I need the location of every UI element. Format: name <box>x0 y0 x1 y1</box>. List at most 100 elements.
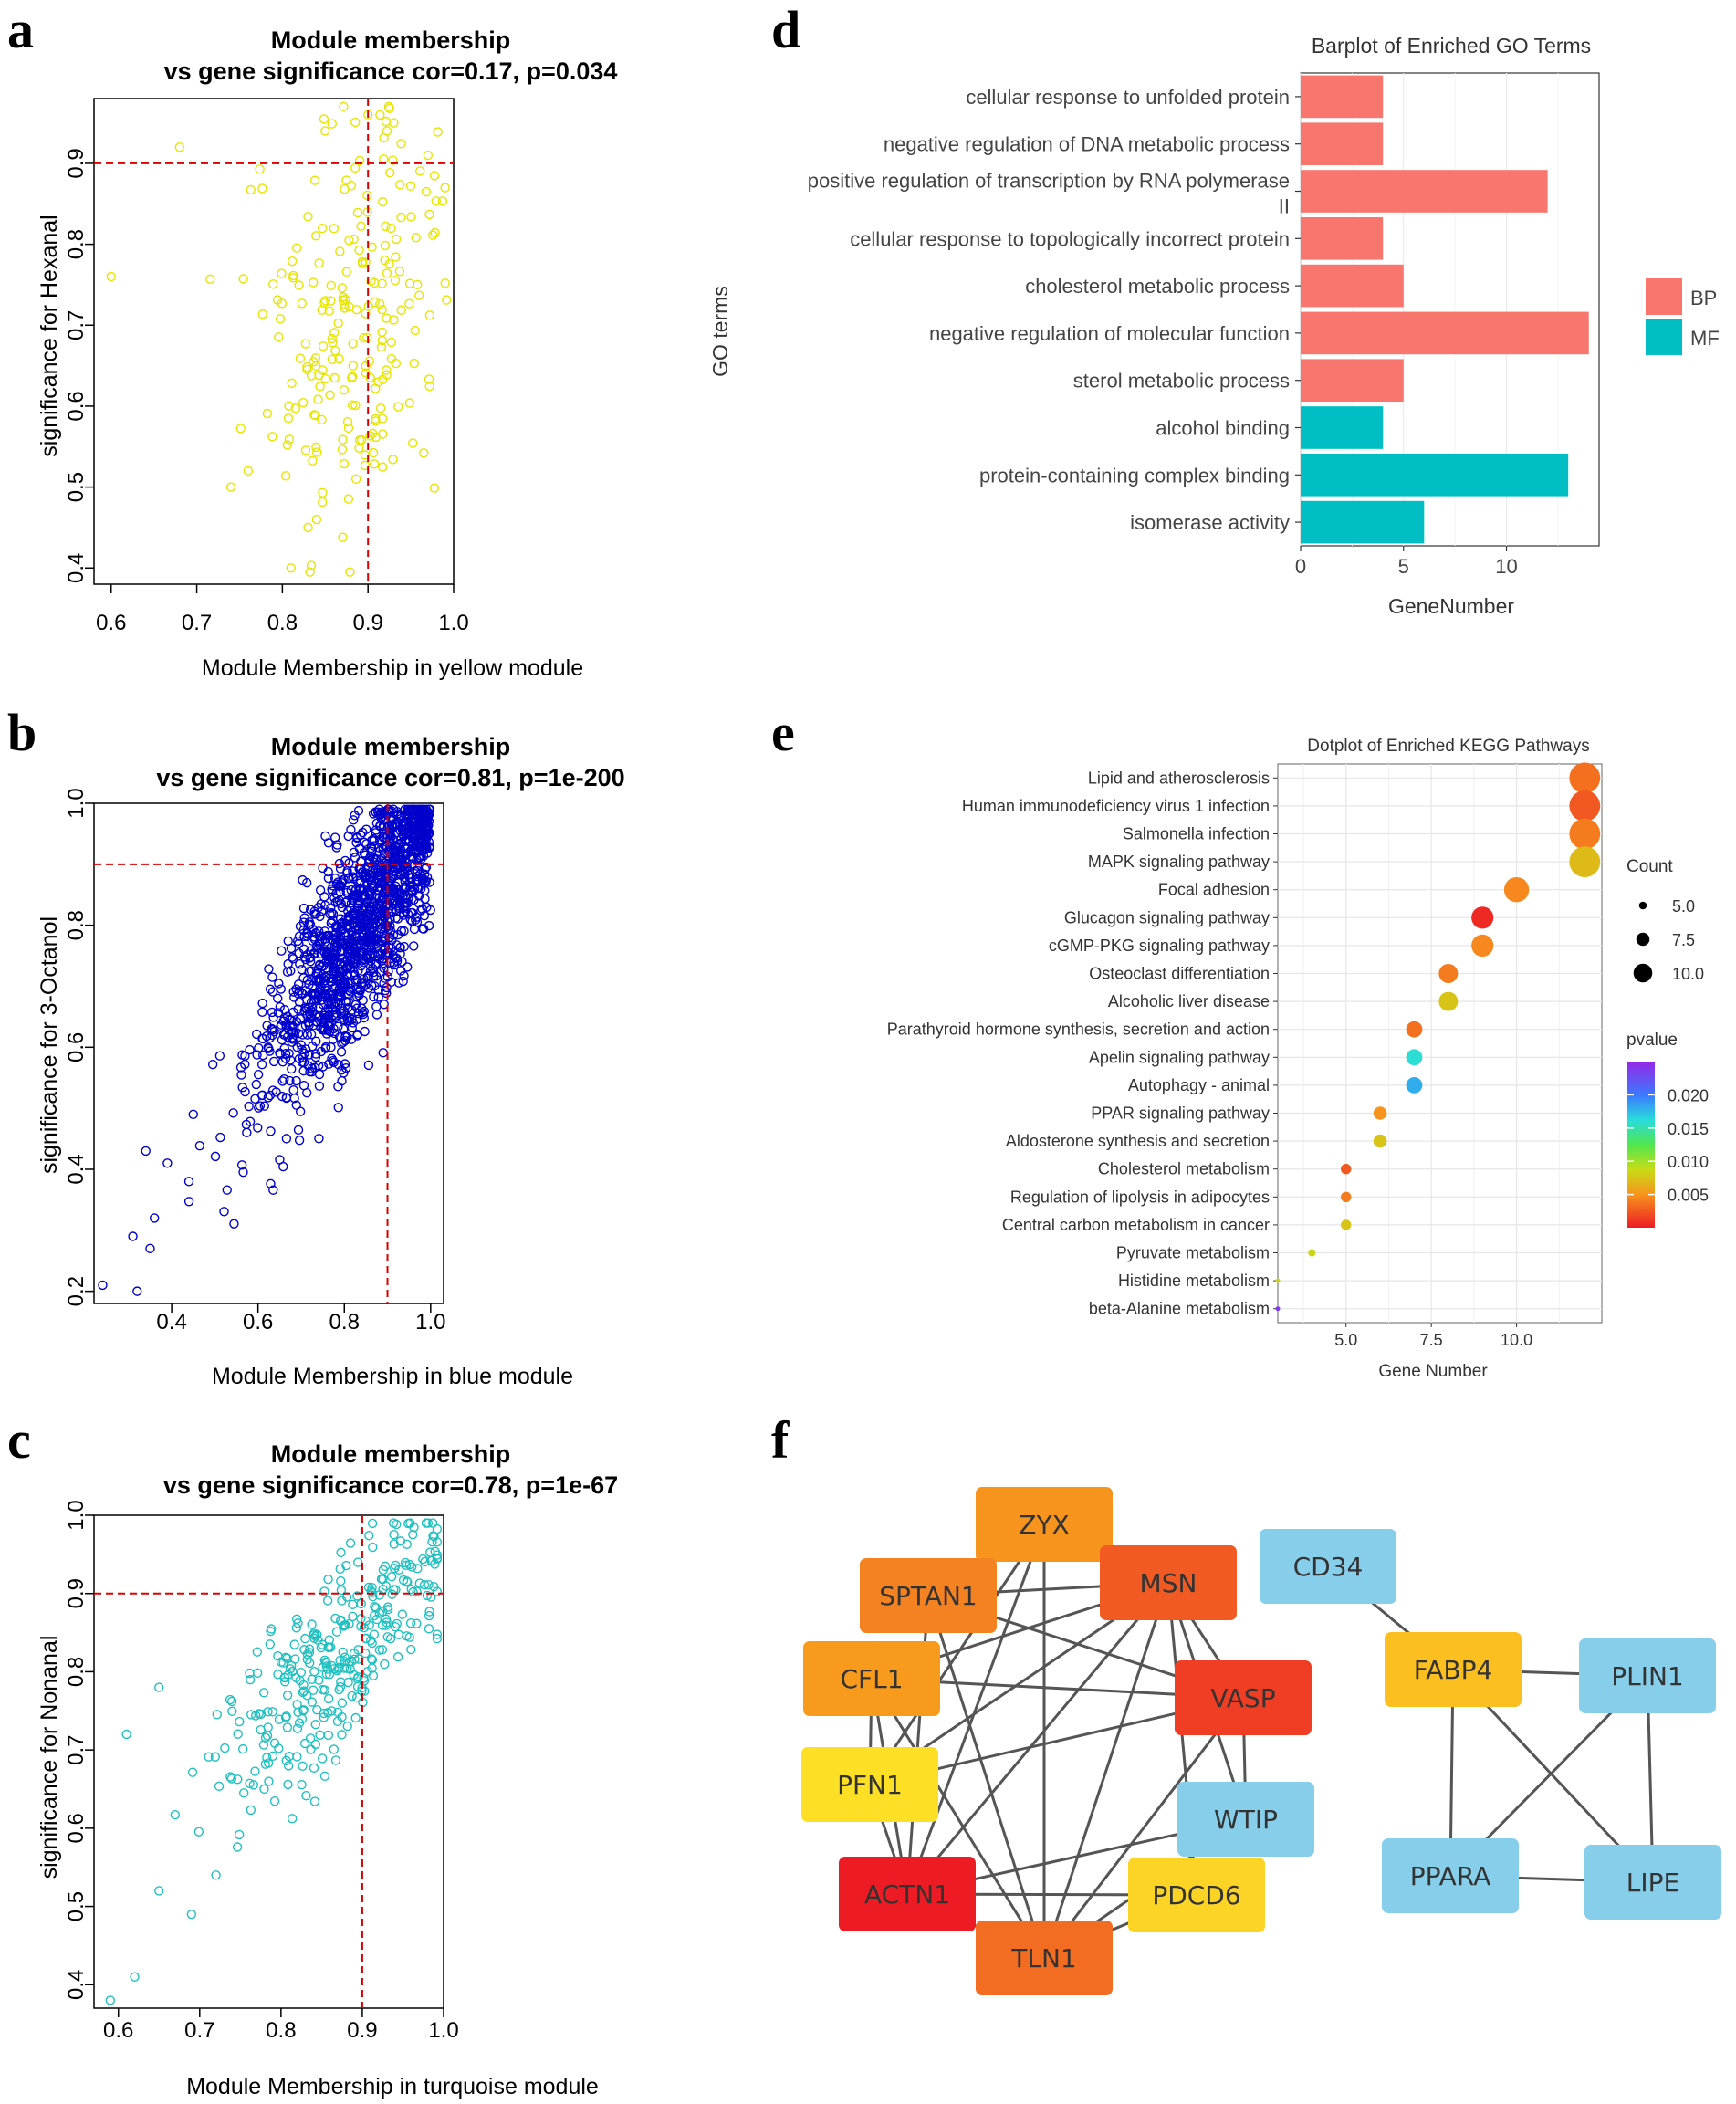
data-point <box>418 1554 428 1565</box>
data-point <box>414 838 424 849</box>
y-tick-label: 0.7 <box>64 310 89 340</box>
node-lipe: LIPE <box>1584 1845 1721 1920</box>
data-point <box>408 1586 418 1597</box>
node-label: FABP4 <box>1414 1655 1493 1685</box>
data-point <box>336 1585 347 1596</box>
y-tick-label: 0.8 <box>64 229 89 259</box>
data-point <box>193 1827 204 1837</box>
data-point <box>320 1657 330 1668</box>
data-point <box>406 1562 417 1572</box>
data-point <box>315 1730 325 1741</box>
data-point <box>382 268 392 278</box>
data-point <box>401 843 411 853</box>
go-title: Barplot of Enriched GO Terms <box>1312 34 1591 58</box>
data-point <box>339 874 349 885</box>
data-point <box>354 435 365 445</box>
kegg-pathway-label: Pyruvate metabolism <box>1116 1244 1270 1262</box>
colorbar-tick-label: 0.010 <box>1668 1153 1709 1171</box>
data-point <box>309 1796 320 1806</box>
kegg-pathway-label: Histidine metabolism <box>1118 1272 1270 1290</box>
data-point <box>207 1059 218 1070</box>
data-point <box>307 1619 317 1629</box>
data-point <box>340 1062 351 1073</box>
data-point <box>351 305 361 315</box>
data-point <box>229 1219 239 1229</box>
data-point <box>323 1574 333 1585</box>
data-point <box>327 354 337 365</box>
data-point <box>267 987 278 997</box>
data-point <box>424 1607 434 1617</box>
data-point <box>394 860 404 871</box>
data-point <box>339 1006 349 1016</box>
data-point <box>265 1639 275 1649</box>
data-point <box>421 1518 432 1528</box>
kegg-xlabel: Gene Number <box>1378 1362 1488 1381</box>
data-point <box>356 1598 366 1609</box>
data-point <box>382 126 392 136</box>
data-point <box>370 1601 380 1612</box>
data-point <box>377 278 387 288</box>
y-tick-label: 0.9 <box>64 148 89 178</box>
data-point <box>342 1721 352 1732</box>
data-point <box>300 1633 310 1644</box>
data-point <box>323 1730 334 1741</box>
panel-label-c: c <box>7 1410 31 1470</box>
data-point <box>348 958 358 968</box>
data-point <box>347 372 358 382</box>
data-point <box>365 431 375 441</box>
data-point <box>297 1044 307 1055</box>
data-point <box>311 361 321 372</box>
data-point <box>349 847 360 858</box>
data-point <box>310 1739 321 1750</box>
data-point <box>277 1057 288 1067</box>
data-point <box>280 1677 290 1687</box>
node-box <box>1128 1858 1265 1932</box>
data-point <box>294 997 305 1007</box>
data-point <box>336 898 346 909</box>
data-point <box>357 1003 367 1013</box>
data-point <box>416 905 426 916</box>
data-point <box>345 1538 356 1548</box>
node-label: PLIN1 <box>1611 1661 1684 1691</box>
kegg-dot <box>1373 1134 1387 1148</box>
data-point <box>307 1674 317 1685</box>
data-point <box>341 885 352 896</box>
data-point <box>420 1556 430 1567</box>
data-point <box>378 196 388 207</box>
data-point <box>336 1615 346 1626</box>
data-point <box>245 1674 256 1685</box>
node-cd34: CD34 <box>1260 1529 1396 1604</box>
data-point <box>154 1886 164 1896</box>
node-box <box>1100 1545 1237 1620</box>
data-point <box>291 1623 301 1633</box>
data-point <box>424 1624 434 1634</box>
data-point <box>338 292 349 302</box>
plot-frame <box>93 1514 444 2009</box>
data-point <box>401 1560 412 1571</box>
node-box <box>1579 1638 1716 1713</box>
data-point <box>336 1677 346 1687</box>
data-point <box>188 1109 198 1120</box>
data-point <box>416 884 426 894</box>
data-point <box>285 1075 295 1086</box>
data-point <box>377 327 387 338</box>
data-point <box>225 482 236 492</box>
data-point <box>280 1049 291 1059</box>
data-point <box>267 432 277 442</box>
data-point <box>267 972 277 982</box>
data-point <box>386 337 396 348</box>
scatter-panel-b: Module membership vs gene significance c… <box>37 733 625 1389</box>
data-point <box>307 1067 317 1077</box>
count-legend-label: 10.0 <box>1672 965 1704 983</box>
data-point <box>336 1047 347 1057</box>
data-point <box>371 854 382 864</box>
data-point <box>309 1763 319 1774</box>
data-point <box>377 1645 388 1655</box>
data-point <box>348 1599 358 1610</box>
kegg-dot <box>1308 1249 1316 1257</box>
kegg-dot <box>1569 818 1601 850</box>
data-point <box>335 937 345 947</box>
x-tick-label: 0.9 <box>347 2018 377 2043</box>
data-point <box>304 916 315 927</box>
data-point <box>380 1659 390 1670</box>
